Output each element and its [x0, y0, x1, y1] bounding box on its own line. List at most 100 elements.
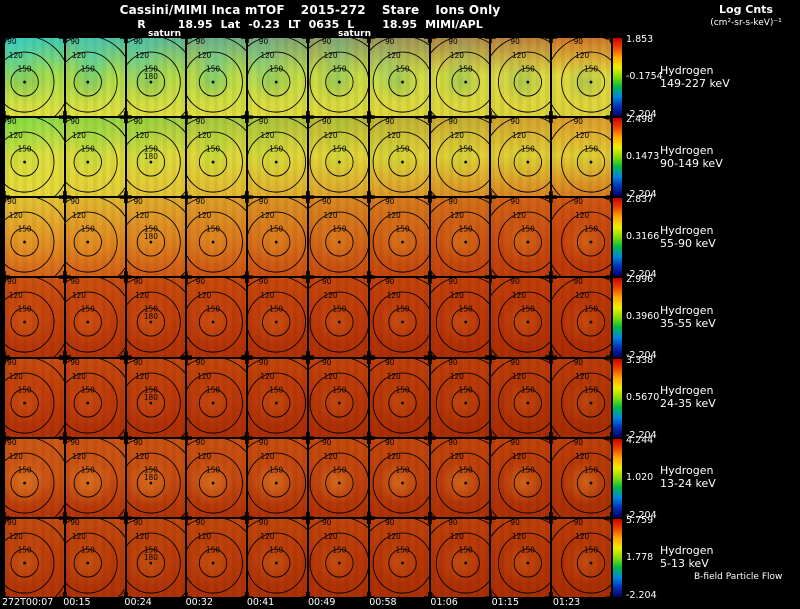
field-center-dot	[463, 481, 467, 485]
heatmap-panel: 90 120 150	[491, 278, 551, 357]
colorbar-scale: 2.498 0.1473 -2.204	[626, 114, 676, 200]
contour-label: 90	[322, 118, 332, 126]
time-tick-label: 01:06	[430, 597, 458, 608]
contour-label: 120	[386, 51, 400, 60]
contour-label: 150	[395, 145, 409, 154]
contour-overlay: 90 120 150	[369, 198, 429, 277]
field-center-dot	[275, 561, 278, 565]
contour-label: 120	[135, 51, 149, 60]
field-center-dot	[212, 481, 215, 485]
saturn-label-1: saturn	[148, 29, 181, 39]
contour-label: 150	[395, 64, 409, 73]
heatmap-panel: 90 120 150	[5, 278, 64, 357]
heatmap-panel: 90 120 150	[5, 438, 64, 517]
contour-label: 120	[449, 372, 463, 381]
contour-overlay: 90 120 150	[369, 358, 429, 437]
colorbar-max-value: 1.853	[626, 34, 654, 45]
contour-overlay: 90 120 150	[248, 38, 307, 117]
band-range-label: 24-35 keV	[660, 397, 716, 411]
contour-label: 150	[18, 225, 32, 234]
contour-label: 150	[584, 465, 598, 474]
species-label: Hydrogen	[660, 63, 714, 77]
colorbars	[613, 38, 622, 597]
field-center-dot	[337, 321, 341, 324]
contour-label: 150	[206, 145, 220, 154]
contour-label: 90	[511, 38, 521, 46]
time-tick-label: 01:23	[552, 597, 581, 608]
panel-corner-tick	[552, 278, 611, 357]
contour-label: 90	[259, 198, 269, 206]
time-tick-label: 00:24	[124, 597, 152, 608]
contour-label: 150	[332, 545, 346, 554]
contour-label: 120	[512, 131, 526, 140]
heatmap-panel: 90 120 150	[308, 278, 368, 357]
contour-label: 120	[135, 372, 149, 381]
field-center-dot	[337, 481, 341, 485]
heatmap-panel: 90 120 150	[248, 518, 307, 597]
contour-label: 90	[322, 439, 332, 447]
contour-label: 150	[81, 385, 95, 394]
saturn-label-2: saturn	[338, 29, 371, 39]
contour-label: 150	[458, 545, 472, 554]
field-center-dot	[275, 481, 278, 485]
heatmap-panel: 90 120 150	[65, 438, 125, 517]
heatmap-panel: 90 120 150	[430, 38, 490, 117]
contour-label: 90	[133, 439, 143, 447]
contour-label: 90	[70, 359, 80, 367]
contour-label: 150	[81, 225, 95, 234]
contour-overlay: 90 120 150	[5, 198, 64, 277]
contour-label: 150	[143, 385, 157, 394]
contour-label: 150	[332, 385, 346, 394]
field-center-dot	[23, 401, 26, 405]
contour-label: 120	[198, 291, 212, 300]
colorbar-min-value: -2.204	[626, 269, 657, 281]
colorbar-max-value: 4.244	[626, 434, 654, 446]
l-value: 18.95	[382, 18, 418, 31]
colorbar-min-value: -2.204	[626, 189, 657, 201]
panel-corner-tick	[5, 438, 64, 517]
contour-label: 120	[575, 372, 589, 381]
colorbar-mid-value: 1.020	[626, 471, 654, 483]
contour-label: 150	[81, 305, 95, 314]
field-center-dot	[275, 240, 278, 244]
contour-label: 150	[521, 64, 535, 73]
contour-overlay: 90 120 150	[65, 438, 125, 517]
contour-label: 120	[198, 131, 212, 140]
contour-label: 90	[448, 439, 458, 447]
contour-overlay: 90 120 150	[187, 278, 247, 357]
colorbar-max-value: 2.837	[626, 194, 654, 206]
contour-label: 120	[261, 532, 275, 541]
contour-label: 120	[386, 532, 400, 541]
species-label: Hydrogen	[660, 544, 714, 558]
heatmap-panel: 90 120 150	[491, 118, 551, 197]
contour-label: 90	[574, 278, 584, 286]
panel-corner-tick	[552, 198, 611, 277]
field-center-dot	[463, 561, 467, 565]
energy-band-label: Hydrogen 13-24 keV	[660, 439, 795, 517]
contour-center-label: 180	[143, 232, 157, 241]
colorbar	[613, 358, 622, 437]
contour-label: 90	[133, 519, 143, 527]
contour-overlay: 90 120 150	[308, 358, 368, 437]
field-center-dot	[526, 561, 530, 565]
panel-corner-tick	[5, 198, 64, 277]
heatmap-panel: 90 120 150 180	[126, 358, 186, 437]
contour-overlay: 90 120 150	[65, 518, 125, 597]
contour-label: 90	[133, 118, 143, 126]
contour-label: 150	[332, 225, 346, 234]
contour-overlay: 90 120 150	[491, 198, 551, 277]
colorbar-mid-value: 0.3960	[626, 311, 660, 323]
contour-overlay: 90 120 150	[65, 118, 125, 197]
contour-label: 90	[133, 38, 143, 46]
contour-label: 90	[7, 359, 17, 367]
contour-overlay: 90 120 150	[552, 358, 611, 437]
energy-band-label: Hydrogen 24-35 keV	[660, 359, 795, 437]
contour-label: 90	[385, 519, 395, 527]
contour-label: 150	[332, 145, 346, 154]
panel-row: 90 120 150 90 120 150 90 120 150 180 90 120 150 90 120…	[5, 278, 611, 357]
time-tick-label: 00:41	[246, 597, 275, 608]
contour-overlay: 90 120 150	[65, 198, 125, 277]
contour-label: 90	[385, 278, 395, 286]
heatmap-panel: 90 120 150	[65, 358, 125, 437]
contour-label: 90	[322, 359, 332, 367]
